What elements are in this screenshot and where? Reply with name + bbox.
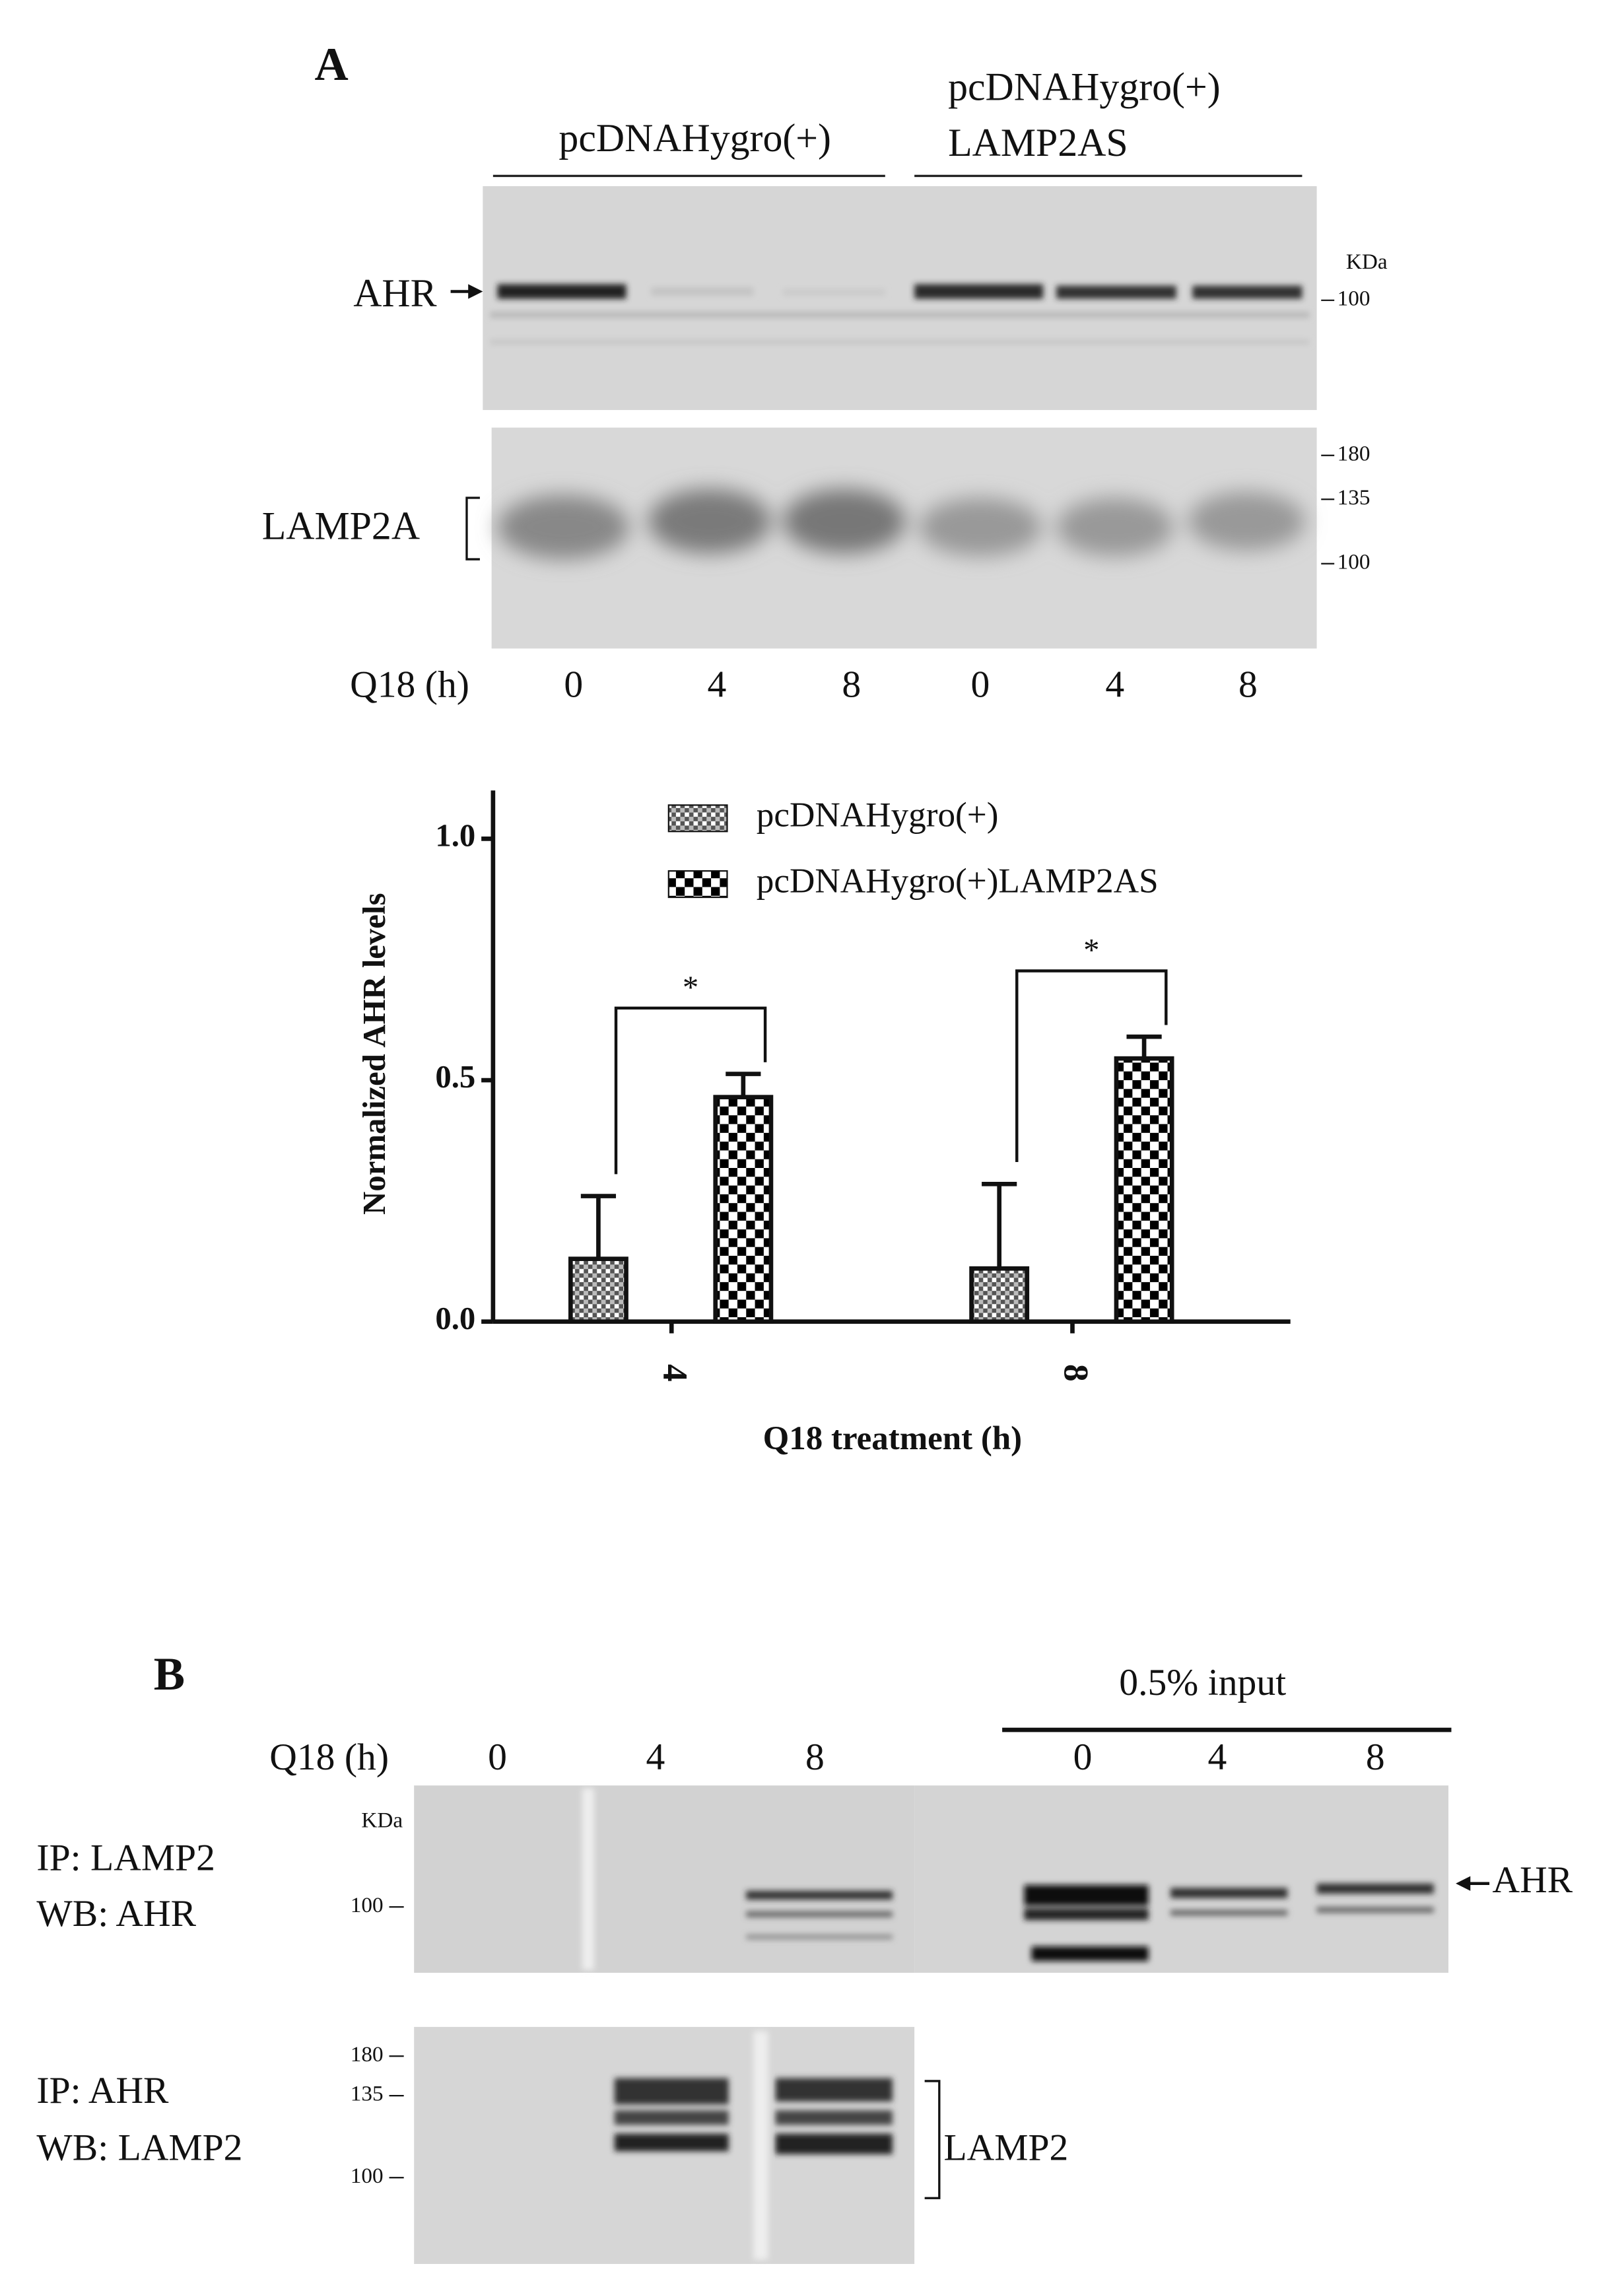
marker-label: 100 [351,1893,384,1917]
lane-labels: 0 4 8 0 4 8 [488,1736,1385,1778]
ip-label: IP: LAMP2 [36,1837,215,1879]
lane-label: 0 [970,664,990,705]
bracket [924,2080,941,2199]
blot-row-label: AHR [353,271,436,315]
y-axis-title: Normalized AHR levels [356,893,392,1214]
significance-bracket [614,1006,767,1175]
legend-label: pcDNAHygro(+)LAMP2AS [757,861,1159,900]
lane-title: Q18 (h) [269,1736,389,1778]
lane-label: 0 [1073,1736,1093,1778]
bar-chart: 0.0 0.5 1.0 Normalized AHR levels Q18 treatm… [356,790,1291,1457]
blot-bands [490,284,1310,345]
blot [414,1785,915,1973]
input-label: 0.5% input [1119,1662,1286,1703]
lane-label: 4 [1105,664,1124,705]
group-label: pcDNAHygro(+) [948,65,1221,109]
legend-label: pcDNAHygro(+) [757,796,999,835]
lane-label: 8 [1366,1736,1385,1778]
bracket [465,497,480,561]
lane-label: 0 [564,664,583,705]
kda-label: KDa [1346,250,1388,274]
lane-label: 4 [708,664,727,705]
bar [1114,1056,1174,1324]
arrow-head [468,284,483,299]
target-label: LAMP2 [943,2127,1068,2169]
lane-label: 8 [805,1736,825,1778]
significance-label: * [1083,932,1099,968]
significance-bracket [1015,969,1168,1163]
lane-label: 8 [842,664,861,705]
wb-label: WB: LAMP2 [36,2127,242,2169]
blot-bands [614,2031,893,2260]
group-label: pcDNAHygro(+) [558,116,831,160]
panel-label: B [154,1649,185,1700]
x-axis-title: Q18 treatment (h) [763,1420,1023,1457]
marker-label: 180 [1337,441,1370,465]
lane-label: 0 [488,1736,507,1778]
blot-row-label: LAMP2A [262,504,420,547]
legend-swatch [667,870,728,899]
marker-label: 180 [351,2042,384,2067]
marker-label: 100 [1337,286,1370,310]
lane-title: Q18 (h) [350,664,469,705]
y-tick-label: 0.0 [435,1301,475,1336]
y-tick-label: 0.5 [435,1059,475,1095]
x-tick-label: 4 [656,1364,694,1382]
lane-label: 4 [1207,1736,1227,1778]
lane-label: 8 [1238,664,1258,705]
legend-swatch [667,804,728,833]
bar [713,1095,774,1324]
wb-label: WB: AHR [36,1893,196,1935]
marker-label: 100 [351,2164,384,2188]
arrow-head [1456,1876,1471,1891]
target-label: AHR [1493,1859,1573,1901]
kda-label: KDa [361,1808,403,1832]
group-label: LAMP2AS [948,121,1128,164]
bar [568,1256,628,1324]
y-tick-label: 1.0 [435,818,475,854]
lane-labels: 0 4 8 0 4 8 [564,664,1257,705]
marker-label: 135 [351,2082,384,2106]
blot [914,1785,1449,1973]
x-tick-label: 8 [1056,1364,1095,1382]
blot-bands [497,489,1305,560]
panel-label: A [314,39,348,90]
blot-bands [582,1788,1434,1970]
marker-label: 100 [1337,549,1370,574]
ip-label: IP: AHR [36,2070,169,2111]
marker-label: 135 [1337,485,1370,510]
significance-label: * [683,969,698,1005]
bar [969,1266,1030,1324]
blot [491,427,1317,649]
lane-label: 4 [646,1736,665,1778]
